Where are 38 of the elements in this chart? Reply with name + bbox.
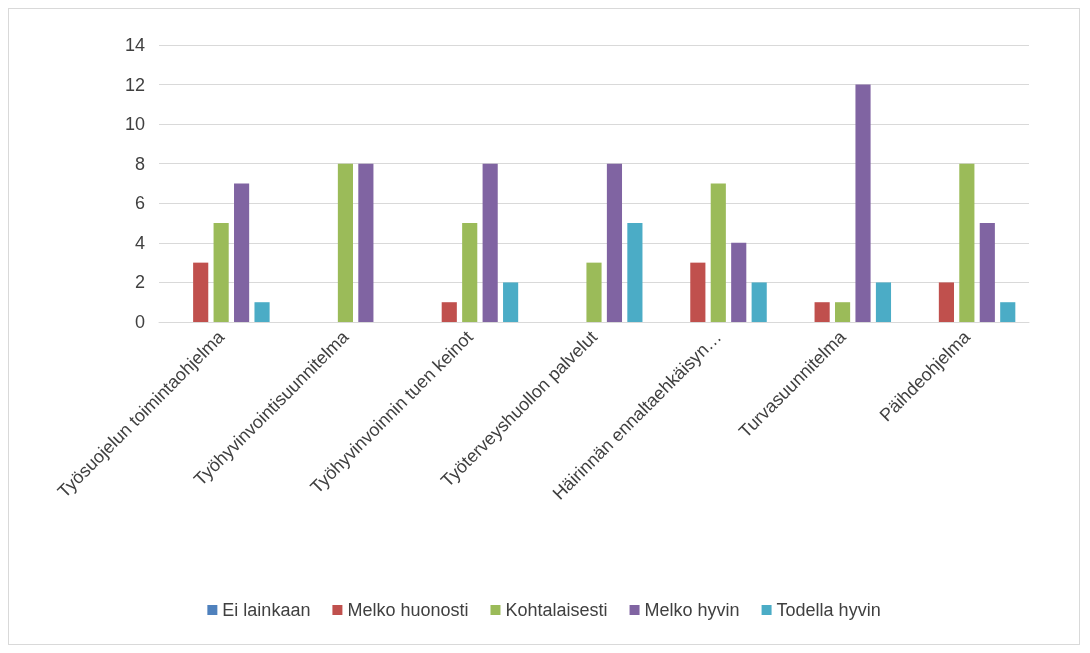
bar [503, 282, 519, 322]
y-tick-label: 10 [124, 114, 145, 135]
y-tick-label: 14 [124, 35, 145, 55]
legend-label: Todella hyvin [776, 600, 881, 620]
bar [855, 84, 871, 322]
bar [193, 262, 209, 322]
y-tick-label: 2 [134, 272, 145, 293]
bar [627, 223, 643, 322]
bar [690, 262, 706, 322]
legend-label: Kohtalaisesti [505, 600, 608, 620]
y-tick-label: 12 [124, 74, 145, 95]
bar [358, 163, 374, 322]
bar [482, 163, 498, 322]
bar [875, 282, 892, 322]
bar [979, 223, 995, 322]
bar [959, 163, 975, 322]
bar [731, 242, 747, 322]
bar [710, 183, 726, 322]
bar [337, 163, 353, 322]
bar [254, 302, 270, 322]
bar [1000, 302, 1016, 322]
bar [462, 223, 478, 322]
bar [751, 282, 767, 322]
bar [814, 302, 830, 322]
bar [938, 282, 954, 322]
legend-label: Ei lainkaan [222, 600, 311, 620]
legend-label: Melko huonosti [347, 600, 469, 620]
y-tick-label: 4 [134, 232, 145, 253]
bar [441, 302, 457, 322]
bar [606, 163, 623, 322]
y-tick-label: 6 [134, 193, 145, 214]
bar [835, 302, 851, 322]
bar [586, 262, 602, 322]
legend-label: Melko hyvin [644, 600, 740, 620]
y-tick-label: 0 [134, 312, 145, 332]
bar [213, 223, 229, 322]
bar [234, 183, 250, 322]
y-tick-label: 8 [134, 153, 145, 174]
